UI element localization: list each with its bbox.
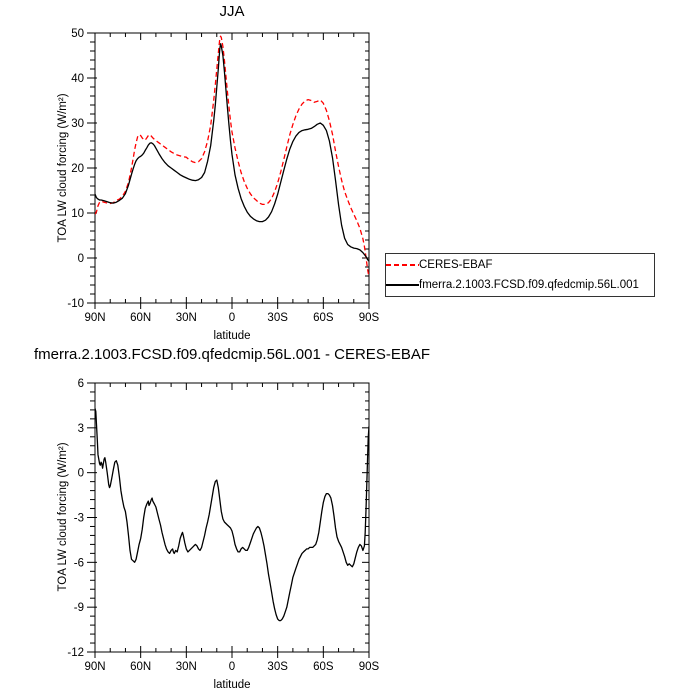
x-tick-label: 90N (84, 312, 105, 324)
plot-frame (94, 32, 370, 304)
x-tick-label: 60S (313, 661, 334, 673)
legend-item-ceres-ebaf: CERES-EBAF (386, 256, 654, 274)
x-tick-label: 30S (267, 312, 288, 324)
bottom-chart-ylabel: TOA LW cloud forcing (W/m²) (57, 442, 69, 592)
y-tick-label: 50 (71, 28, 84, 40)
bottom-chart: 90N 60N 30N 0 30S 60S 90S 6 3 0 -3 -6 -9 -12 (67, 378, 380, 673)
series-fmerra.2.1003.FCSD.f09.qfedcmip.56L.001 (95, 43, 369, 262)
y-tick-label: -9 (74, 602, 84, 614)
bottom-chart-xlabel: latitude (213, 679, 251, 691)
plot-frame (94, 382, 370, 653)
x-tick-label: 30N (176, 661, 197, 673)
y-tick-label: 40 (71, 73, 84, 85)
y-tick-label: -12 (67, 647, 84, 659)
x-tick-label: 30N (176, 312, 197, 324)
x-tick-label: 90S (359, 312, 380, 324)
legend-box: CERES-EBAF fmerra.2.1003.FCSD.f09.qfedcm… (385, 253, 655, 297)
legend-line-dashed-icon (386, 264, 419, 266)
x-tick-label: 90S (359, 661, 380, 673)
top-chart-xlabel: latitude (213, 330, 251, 342)
series-CERES-EBAF (95, 35, 369, 278)
series-difference (95, 408, 369, 622)
x-tick-label: 60S (313, 312, 334, 324)
y-tick-label: -6 (74, 557, 84, 569)
x-tick-label: 30S (267, 661, 288, 673)
y-tick-label: 20 (71, 163, 84, 175)
x-tick-label: 60N (130, 312, 151, 324)
x-tick-label: 90N (84, 661, 105, 673)
y-tick-label: 0 (78, 468, 84, 480)
legend-item-model: fmerra.2.1003.FCSD.f09.qfedcmip.56L.001 (386, 276, 654, 294)
legend-label-model: fmerra.2.1003.FCSD.f09.qfedcmip.56L.001 (419, 279, 639, 291)
top-chart: 90N 60N 30N 0 30S 60S 90S 50 40 30 20 10 0 -10 (67, 28, 380, 324)
y-tick-label: 6 (78, 378, 84, 390)
top-chart-ylabel: TOA LW cloud forcing (W/m²) (57, 93, 69, 243)
y-tick-label: -3 (74, 513, 84, 525)
y-tick-label: 30 (71, 118, 84, 130)
y-tick-label: 10 (71, 208, 84, 220)
x-tick-label: 0 (229, 661, 235, 673)
y-tick-label: -10 (67, 298, 84, 310)
x-tick-label: 60N (130, 661, 151, 673)
legend-line-solid-icon (386, 284, 419, 286)
y-tick-label: 0 (78, 253, 84, 265)
y-tick-label: 3 (78, 423, 84, 435)
legend-label-ceres-ebaf: CERES-EBAF (419, 259, 493, 271)
top-chart-title: JJA (219, 3, 245, 20)
bottom-chart-title: fmerra.2.1003.FCSD.f09.qfedcmip.56L.001 … (33, 346, 430, 363)
x-tick-label: 0 (229, 312, 235, 324)
